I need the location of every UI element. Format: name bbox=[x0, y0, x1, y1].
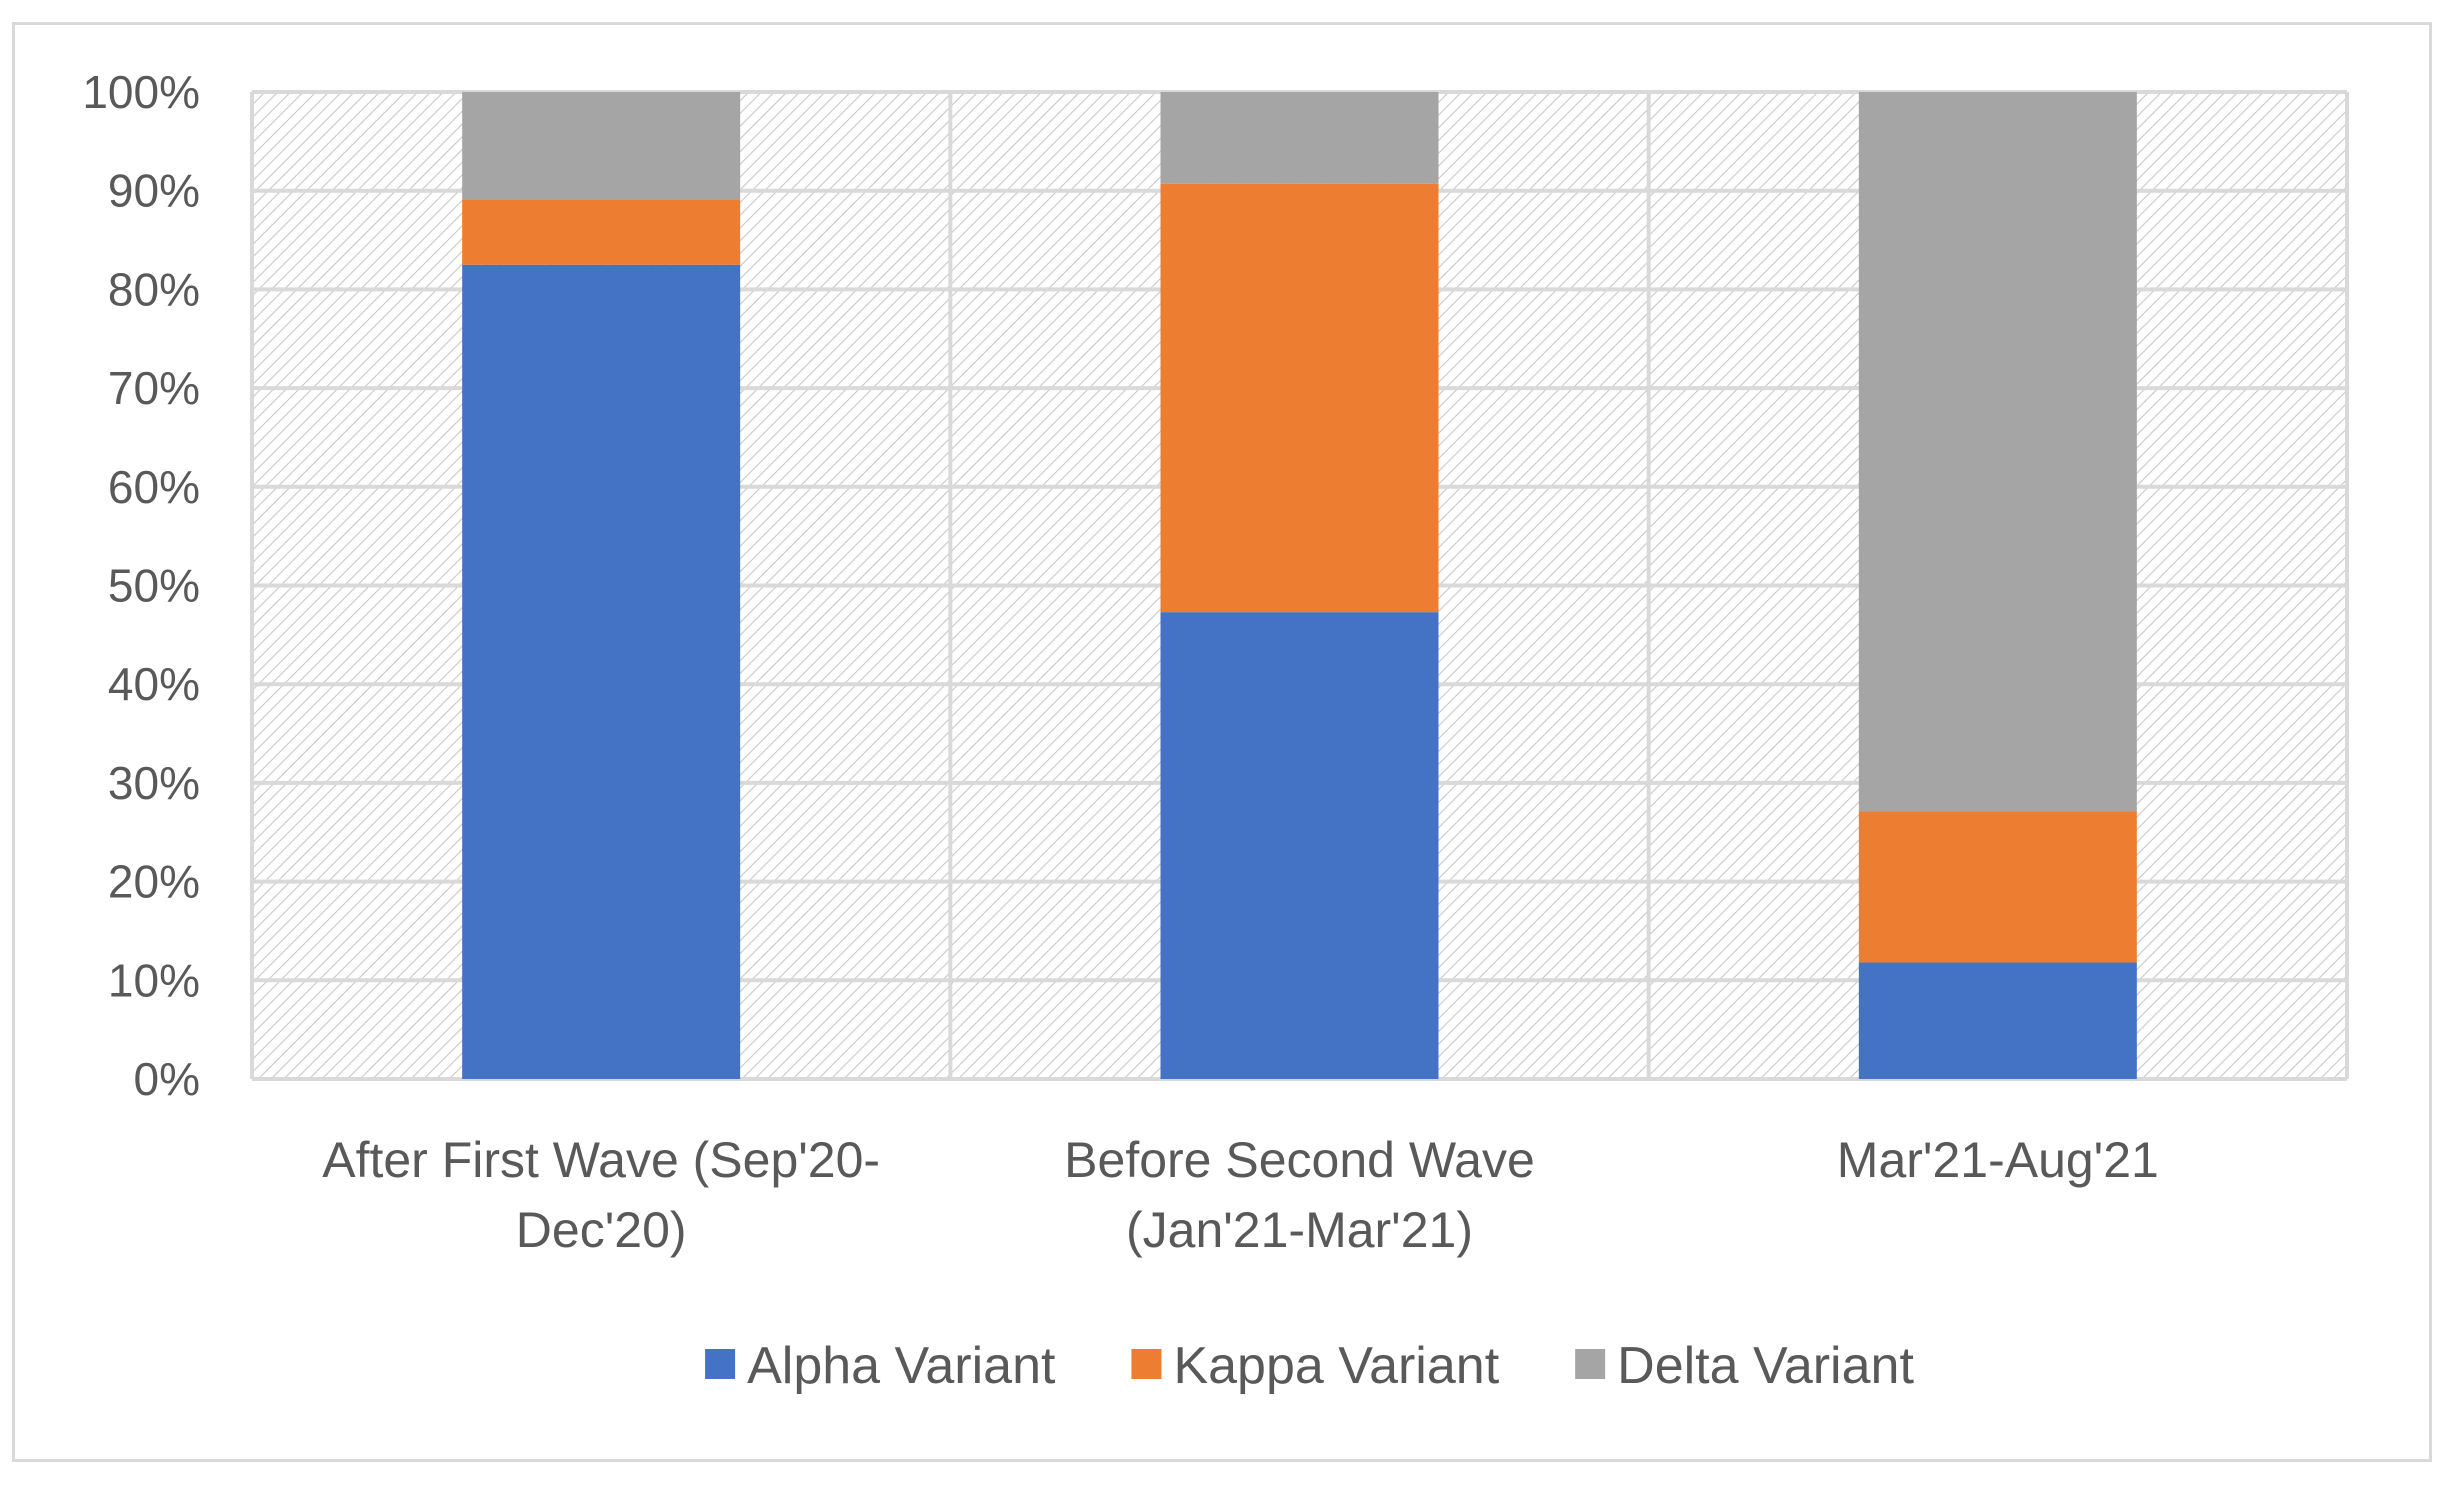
legend-label: Kappa Variant bbox=[1173, 1337, 1499, 1395]
y-tick-label: 80% bbox=[108, 263, 200, 315]
y-tick-label: 0% bbox=[134, 1053, 200, 1105]
x-category-label: After First Wave (Sep'20-Dec'20) bbox=[322, 1132, 880, 1258]
y-tick-label: 30% bbox=[108, 757, 200, 809]
legend-swatch bbox=[705, 1349, 736, 1379]
y-tick-label: 10% bbox=[108, 954, 200, 1006]
x-category-label: Mar'21-Aug'21 bbox=[1837, 1132, 2159, 1188]
bar-alpha-variant-3 bbox=[1858, 962, 2137, 1079]
bar-kappa-variant-3 bbox=[1858, 811, 2137, 963]
bar-delta-variant-3 bbox=[1858, 92, 2137, 812]
legend-item-kappa-variant: Kappa Variant bbox=[1131, 1337, 1500, 1395]
x-category-label: Before Second Wave (Jan'21-Mar'21) bbox=[1064, 1132, 1535, 1258]
y-tick-label: 60% bbox=[108, 461, 200, 513]
y-tick-label: 20% bbox=[108, 856, 200, 908]
legend-swatch bbox=[1131, 1349, 1162, 1379]
bar-delta-variant-1 bbox=[462, 92, 741, 200]
y-tick-label: 70% bbox=[108, 362, 200, 414]
x-axis-category-labels: After First Wave (Sep'20-Dec'20) Before S… bbox=[322, 1132, 2159, 1258]
legend-label: Delta Variant bbox=[1617, 1337, 1914, 1395]
legend-swatch bbox=[1575, 1349, 1606, 1379]
bar-kappa-variant-2 bbox=[1160, 183, 1439, 613]
bar-kappa-variant-1 bbox=[462, 199, 741, 265]
bar-alpha-variant-1 bbox=[462, 264, 741, 1080]
bar-alpha-variant-2 bbox=[1160, 612, 1439, 1079]
y-tick-label: 50% bbox=[108, 560, 200, 612]
legend-item-delta-variant: Delta Variant bbox=[1575, 1337, 1914, 1395]
bar-delta-variant-2 bbox=[1160, 92, 1439, 184]
legend-item-alpha-variant: Alpha Variant bbox=[705, 1337, 1056, 1395]
legend: Alpha Variant Kappa Variant Delta Variant bbox=[705, 1337, 1914, 1395]
y-tick-label: 40% bbox=[108, 658, 200, 710]
legend-label: Alpha Variant bbox=[747, 1337, 1056, 1395]
y-axis-tick-labels: 0% 10% 20% 30% 40% 50% 60% 70% 80% 90% 100% bbox=[82, 66, 200, 1105]
y-tick-label: 90% bbox=[108, 165, 200, 217]
bars bbox=[462, 92, 2137, 1080]
y-tick-label: 100% bbox=[82, 66, 200, 118]
